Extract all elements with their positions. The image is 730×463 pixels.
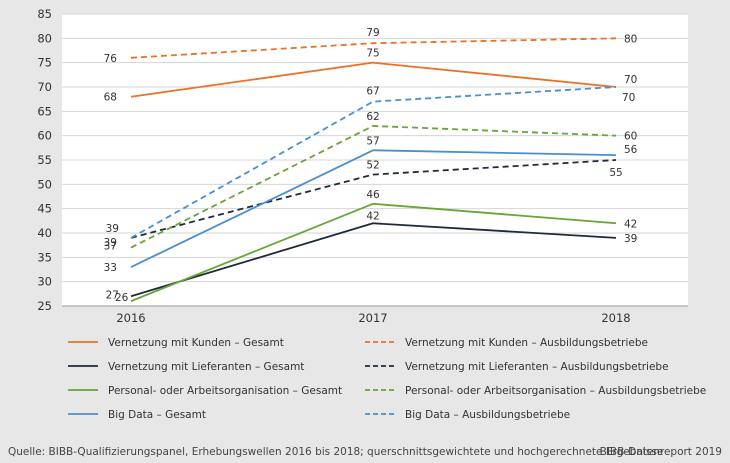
data-label-s6-2016: 37: [104, 241, 117, 253]
y-tick-label-45: 45: [37, 202, 52, 216]
y-tick-label-80: 80: [37, 31, 52, 45]
series-line-5: [130, 202, 617, 302]
series-line-6: [130, 125, 617, 249]
data-label-s8-2017: 67: [366, 86, 379, 98]
data-label-s4-2017: 52: [366, 160, 379, 172]
y-tick-label-55: 55: [37, 153, 52, 167]
legend-label-8: Big Data – Ausbildungsbetriebe: [405, 409, 570, 421]
data-labels: 68 75 70 76 79 80 27 42 39 39 52 55 26 46 42 37 62 60 33 57…: [104, 27, 638, 304]
y-tick-label-85: 85: [37, 7, 52, 21]
y-tick-label-60: 60: [37, 129, 52, 143]
data-label-s5-2018: 42: [624, 218, 637, 230]
y-tick-label-70: 70: [37, 80, 52, 94]
x-tick-label-2016: 2016: [116, 311, 145, 325]
data-label-s6-2017: 62: [366, 111, 379, 123]
legend-label-1: Vernetzung mit Kunden – Gesamt: [108, 337, 284, 349]
x-tick-label-2017: 2017: [358, 311, 387, 325]
legend-label-3: Vernetzung mit Lieferanten – Gesamt: [108, 361, 304, 373]
y-tick-label-35: 35: [37, 250, 52, 264]
series-line-8: [130, 86, 617, 239]
data-label-s1-2018: 70: [622, 92, 635, 104]
credit-note: BIBB-Datenreport 2019: [600, 446, 722, 458]
y-tick-label-75: 75: [37, 56, 52, 70]
data-label-s3-2017: 42: [366, 210, 379, 222]
data-label-s7-2018: 56: [624, 144, 638, 156]
series-line-1: [130, 61, 617, 98]
series-line-7: [130, 149, 617, 268]
data-label-s5-2016: 26: [115, 292, 129, 304]
data-label-s6-2018: 60: [624, 131, 637, 143]
source-note: Quelle: BIBB-Qualifizierungspanel, Erheb…: [8, 446, 663, 458]
y-tick-label-25: 25: [37, 299, 52, 313]
y-tick-label-65: 65: [37, 104, 52, 118]
data-label-s3-2018: 39: [624, 233, 637, 245]
data-label-s8-2016: 39: [106, 223, 119, 235]
series-lines: [130, 37, 617, 302]
legend-label-2: Vernetzung mit Kunden – Ausbildungsbetri…: [405, 337, 648, 349]
series-line-2: [130, 37, 617, 59]
x-axis: 2016 2017 2018: [62, 305, 688, 325]
data-label-s3-2016: 27: [106, 289, 119, 301]
data-label-s4-2016: 39: [104, 237, 117, 249]
series-line-3: [130, 222, 617, 298]
data-label-s4-2018: 55: [609, 167, 622, 179]
data-label-s5-2017: 46: [366, 189, 380, 201]
y-tick-label-30: 30: [37, 275, 52, 289]
data-label-s7-2017: 57: [366, 135, 379, 147]
y-tick-label-50: 50: [37, 177, 52, 191]
y-tick-label-40: 40: [37, 226, 52, 240]
legend-label-7: Big Data – Gesamt: [108, 409, 206, 421]
data-label-s7-2016: 33: [104, 262, 117, 274]
data-label-s1-2017: 75: [366, 48, 379, 60]
data-label-s2-2018: 80: [624, 33, 637, 45]
legend: Vernetzung mit Kunden – Gesamt Vernetzung…: [68, 337, 706, 421]
legend-label-5: Personal- oder Arbeitsorganisation – Ges…: [108, 385, 342, 397]
y-axis: 25 30 35 40 45 50 55 60 65 70 75 80 85: [37, 7, 52, 313]
data-label-s2-2016: 76: [104, 53, 118, 65]
legend-label-6: Personal- oder Arbeitsorganisation – Aus…: [405, 385, 706, 397]
x-tick-label-2018: 2018: [601, 311, 630, 325]
legend-label-4: Vernetzung mit Lieferanten – Ausbildungs…: [405, 361, 669, 373]
series-line-4: [130, 159, 617, 239]
data-label-s8-2018: 70: [624, 74, 637, 86]
data-label-s1-2016: 68: [104, 92, 117, 104]
data-label-s2-2017: 79: [366, 27, 379, 39]
